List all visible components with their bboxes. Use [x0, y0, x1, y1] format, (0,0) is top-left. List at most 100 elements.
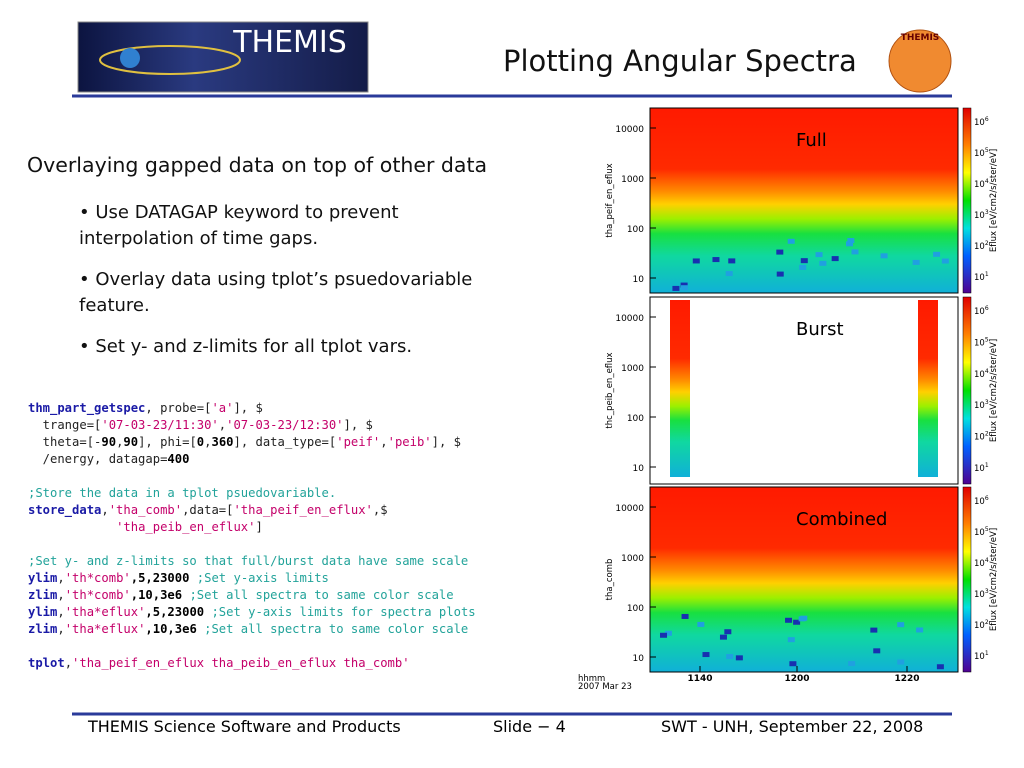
code-token: ,5,23000: [145, 605, 212, 619]
spectrum-cell: [897, 659, 905, 665]
spectrum-cell: [680, 285, 688, 291]
code-token: 'a': [211, 401, 234, 415]
bullet: • Overlay data using tplot’s psuedovaria…: [79, 269, 473, 316]
code-token: 90: [101, 435, 117, 449]
colorbar-exponent: 1: [985, 462, 989, 469]
code-line: ylim,'tha*eflux',5,23000 ;Set y-axis lim…: [28, 604, 476, 621]
colorbar-base: 10: [974, 149, 985, 159]
spectrum-cell: [726, 654, 734, 660]
badge-text: THEMIS: [901, 33, 940, 43]
y-axis-label: tha_comb: [605, 559, 615, 601]
panel-label: Full: [796, 130, 827, 151]
colorbar-tick-label: 101: [974, 462, 989, 474]
colorbar-base: 10: [974, 621, 985, 631]
spectrum-cell: [936, 664, 944, 670]
spectrum-cell: [916, 627, 924, 633]
colorbar-base: 10: [974, 528, 985, 538]
code-line: ylim,'th*comb',5,23000 ;Set y-axis limit…: [28, 570, 476, 587]
colorbar-base: 10: [974, 433, 985, 443]
code-token: 400: [167, 452, 190, 466]
colorbar-base: 10: [974, 559, 985, 569]
colorbar-tick-label: 102: [974, 619, 989, 631]
spectrum-cell: [798, 616, 806, 622]
code-line: /energy, datagap=400: [28, 451, 476, 468]
colorbar-label: Eflux [eV/cm2/s/ster/eV]: [989, 528, 999, 631]
colorbar-exponent: 6: [985, 305, 989, 312]
y-tick-label: 100: [627, 414, 644, 424]
colorbar-base: 10: [974, 590, 985, 600]
spectrum-cell: [800, 258, 808, 264]
colorbar-exponent: 2: [985, 619, 989, 626]
y-tick-label: 10: [633, 275, 645, 285]
code-line: trange=['07-03-23/11:30','07-03-23/12:30…: [28, 417, 476, 434]
colorbar-exponent: 2: [985, 240, 989, 247]
code-token: 0: [196, 435, 205, 449]
spectrum-cell: [831, 256, 839, 262]
code-token: ,: [57, 622, 65, 636]
colorbar-base: 10: [974, 273, 985, 283]
code-token: 'peib': [387, 435, 432, 449]
spectrum-cell: [680, 282, 688, 288]
y-axis-label: tha_peif_en_eflux: [605, 163, 615, 237]
code-token: ;Set y-axis limits for spectra plots: [211, 605, 476, 619]
bullet: • Set y- and z-limits for all tplot vars…: [79, 336, 413, 357]
code-line: [28, 536, 476, 553]
colorbar-tick-label: 101: [974, 271, 989, 283]
bullets: • Use DATAGAP keyword to prevent interpo…: [79, 200, 489, 360]
colorbar-tick-label: 102: [974, 431, 989, 443]
spectrum-cell: [851, 249, 859, 255]
colorbar-exponent: 4: [985, 368, 989, 375]
code-token: 90: [123, 435, 139, 449]
burst-strip: [670, 300, 690, 477]
spectrum-cell: [724, 629, 732, 635]
code-token: ylim: [28, 571, 58, 585]
plot-area: [649, 486, 959, 673]
code-line: thm_part_getspec, probe=['a'], $: [28, 400, 476, 417]
code-token: '07-03-23/12:30': [226, 418, 344, 432]
spectrum-cell: [846, 241, 854, 247]
code-token: ;Set y- and z-limits so that full/burst …: [28, 554, 469, 568]
colorbar-tick-label: 106: [974, 495, 989, 507]
colorbar: [962, 486, 972, 673]
y-tick-label: 10000: [615, 504, 644, 514]
code-token: zlim: [28, 588, 58, 602]
code-token: theta=[-: [28, 435, 102, 449]
colorbar: [962, 107, 972, 294]
spectrum-cell: [776, 249, 784, 255]
code-token: tplot: [28, 656, 65, 670]
code-token: zlim: [28, 622, 58, 636]
spectrum-cell: [712, 257, 720, 263]
code-token: ], $: [431, 435, 461, 449]
spectrum-cell: [692, 258, 700, 264]
colorbar-tick-label: 106: [974, 305, 989, 317]
spectrum-cell: [702, 652, 710, 658]
heading: Overlaying gapped data on top of other d…: [27, 153, 488, 177]
code-token: ,data=[: [182, 503, 234, 517]
code-token: ;Set all spectra to same color scale: [189, 588, 454, 602]
panel-label: Burst: [796, 319, 844, 340]
y-tick-label: 10000: [615, 314, 644, 324]
plots: 10000100010010Fulltha_peif_en_eflux10610…: [578, 107, 999, 692]
colorbar-label: Eflux [eV/cm2/s/ster/eV]: [989, 149, 999, 252]
colorbar-exponent: 5: [985, 147, 989, 154]
colorbar-exponent: 6: [985, 495, 989, 502]
y-tick-label: 1000: [621, 175, 644, 185]
colorbar-exponent: 5: [985, 336, 989, 343]
colorbar-tick-label: 104: [974, 368, 989, 380]
logo-earth: [120, 48, 140, 68]
slide-title: Plotting Angular Spectra: [503, 44, 857, 78]
colorbar-tick-label: 106: [974, 116, 989, 128]
y-tick-label: 1000: [621, 364, 644, 374]
x-tick-label: 1200: [784, 674, 809, 684]
code-token: 'th*comb': [64, 588, 131, 602]
code-token: 'tha_comb': [108, 503, 183, 517]
colorbar-base: 10: [974, 338, 985, 348]
code-line: [28, 468, 476, 485]
code-token: 'tha_peif_en_eflux': [233, 503, 373, 517]
plot-area: [649, 296, 959, 485]
footer-center: Slide − 4: [493, 717, 566, 736]
code-token: 'tha*eflux': [64, 622, 146, 636]
spectrum-cell: [880, 253, 888, 259]
spectrum-cell: [681, 613, 689, 619]
colorbar-tick-label: 104: [974, 178, 989, 190]
